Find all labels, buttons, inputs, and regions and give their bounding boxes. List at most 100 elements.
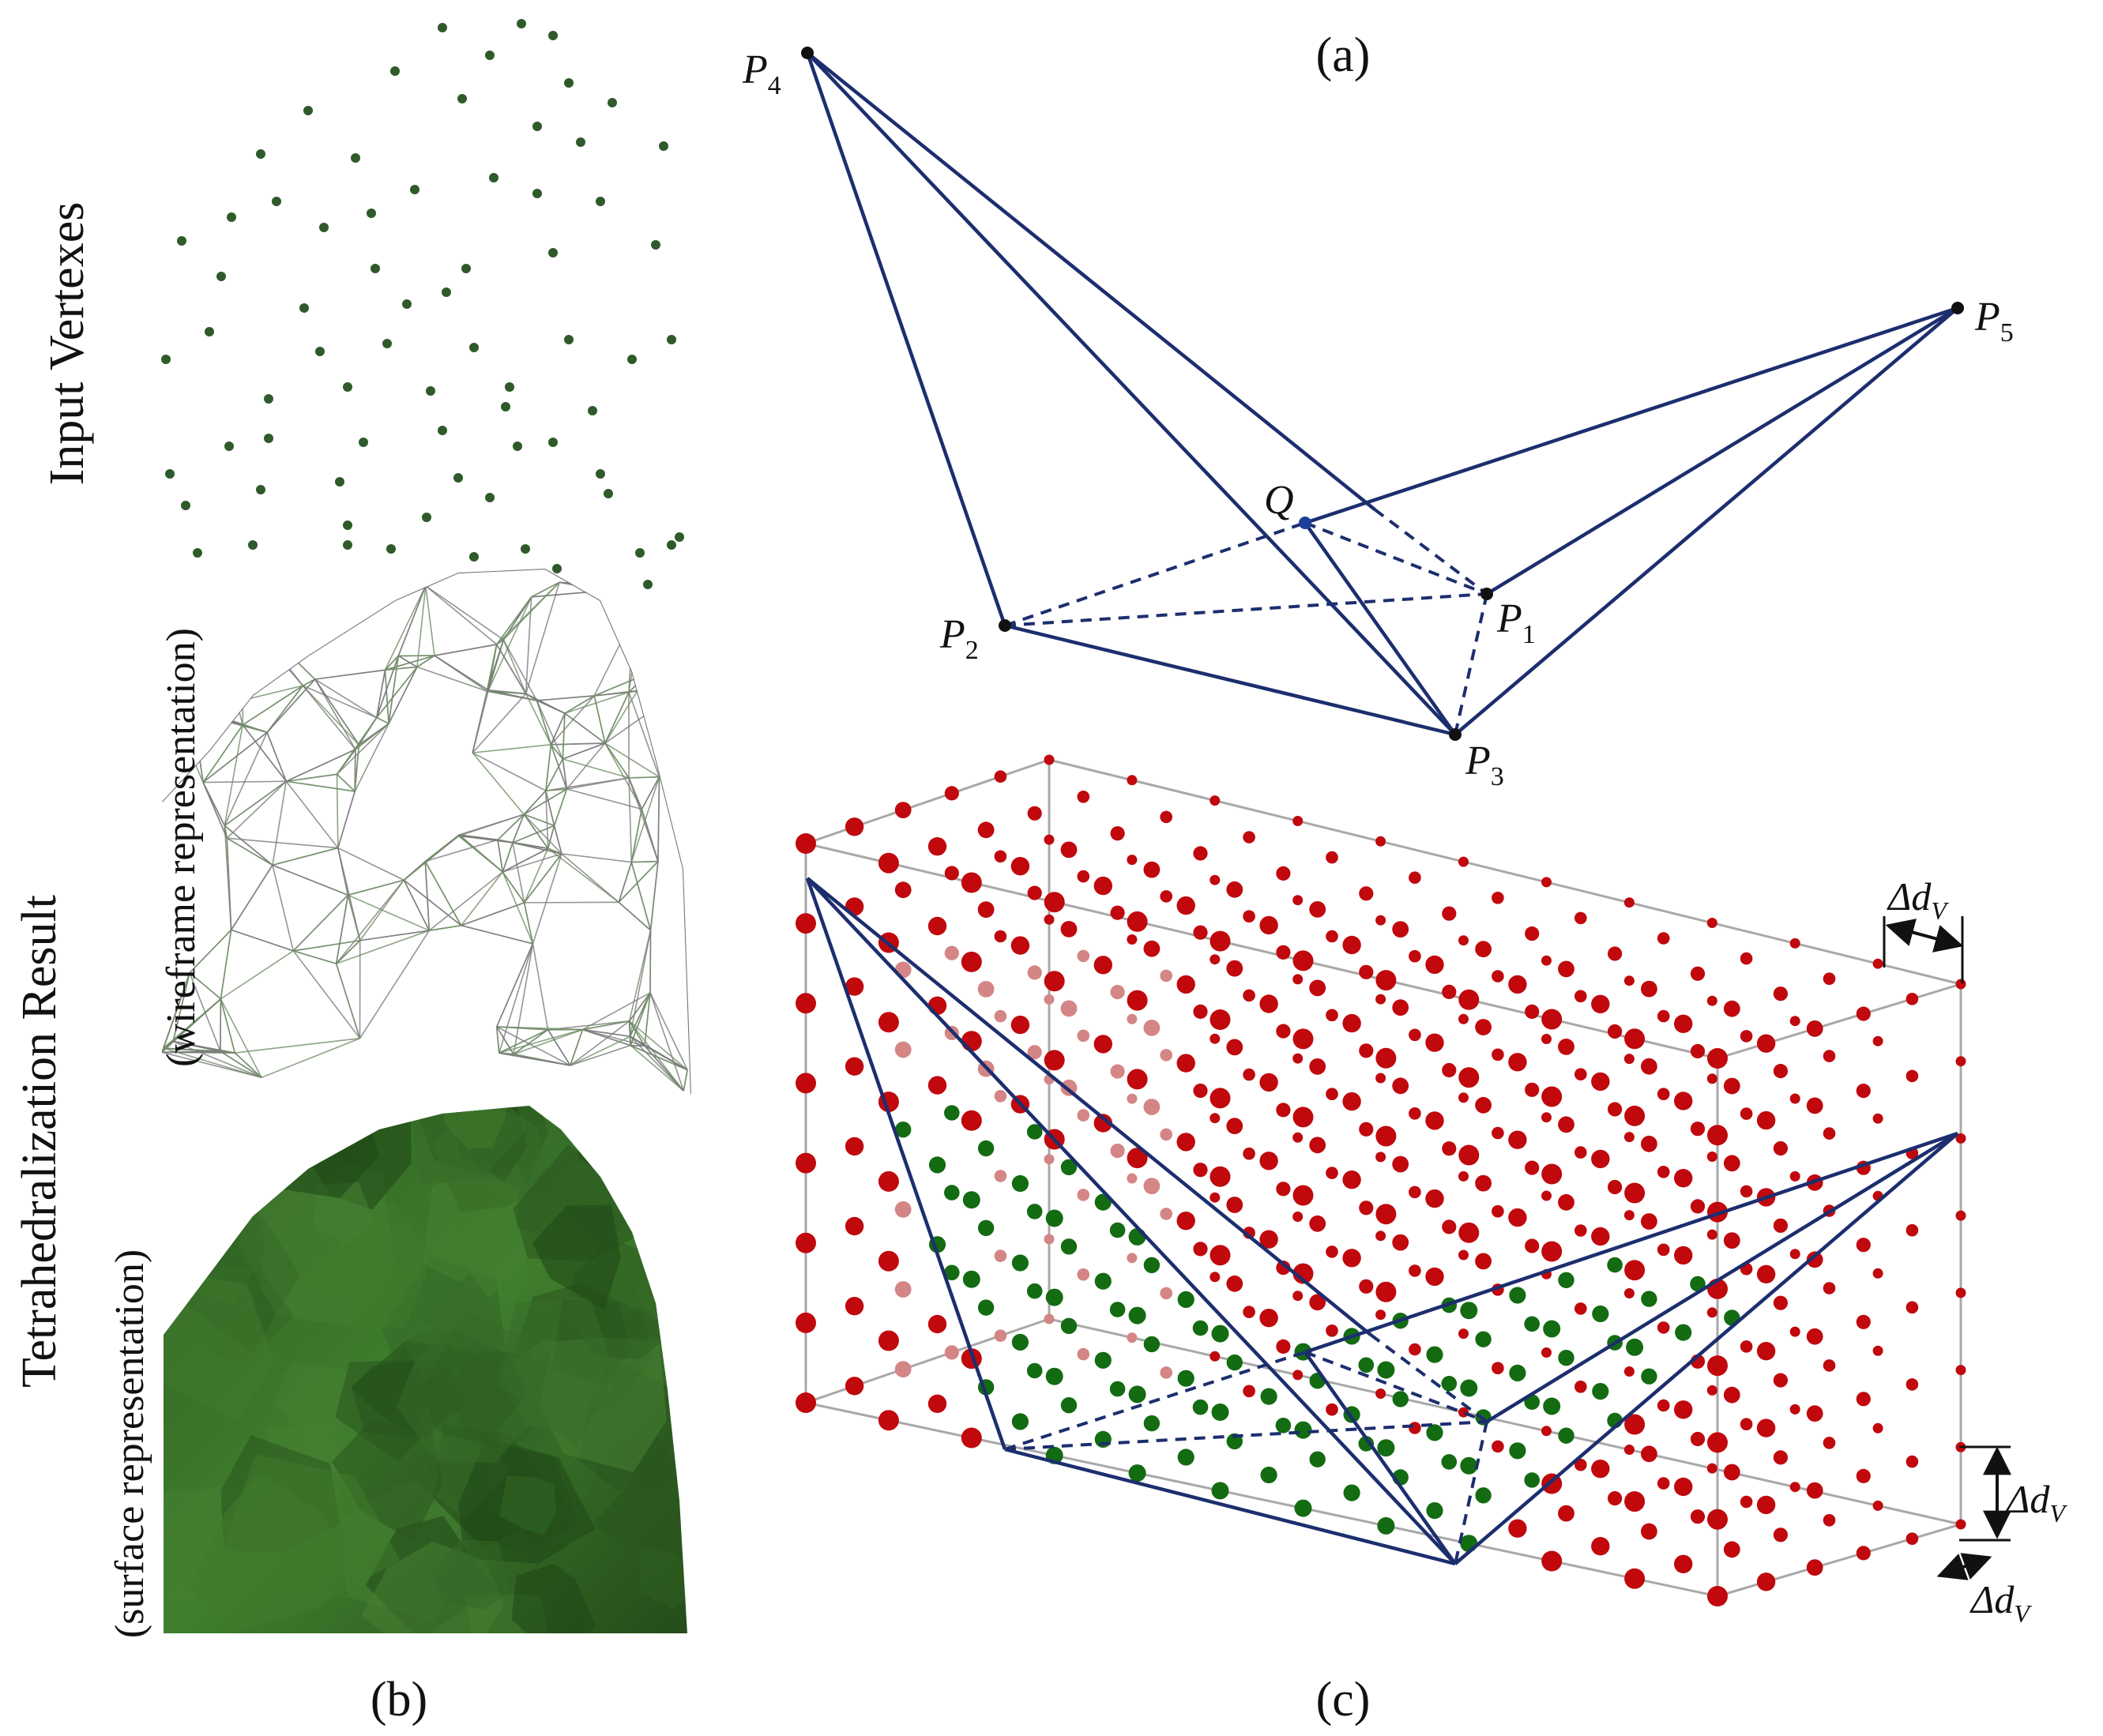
mesh-edge: [376, 716, 389, 724]
mesh-edge: [629, 776, 660, 779]
grid-point: [1128, 1464, 1146, 1482]
mesh-edge: [553, 788, 568, 826]
grid-point: [1509, 1287, 1526, 1304]
hidden-edge: [1304, 1351, 1488, 1423]
grid-point: [894, 881, 912, 899]
mesh-edge: [172, 1040, 262, 1078]
grid-point: [1872, 1113, 1883, 1124]
vertex-dot: [453, 473, 463, 483]
grid-point: [796, 1073, 816, 1094]
grid-point: [1392, 999, 1409, 1016]
mesh-edge: [502, 847, 549, 873]
grid-point: [1740, 1030, 1753, 1043]
grid-point: [1789, 1170, 1800, 1182]
grid-point: [1160, 890, 1172, 903]
mesh-edge: [582, 1028, 630, 1038]
grid-point: [1044, 914, 1055, 925]
grid-point: [1756, 1495, 1776, 1515]
grid-point: [977, 821, 995, 839]
mesh-edge: [201, 569, 304, 686]
mesh-edge: [559, 581, 635, 589]
grid-point: [1309, 1215, 1326, 1232]
mesh-edge: [536, 695, 595, 701]
mesh-edge: [314, 678, 378, 719]
grid-point: [796, 993, 816, 1014]
grid-point: [1375, 1152, 1386, 1163]
mesh-edge: [649, 992, 685, 1092]
grid-point: [1375, 970, 1397, 991]
grid-point: [878, 1012, 899, 1033]
grid-point: [1541, 1009, 1563, 1030]
grid-point: [1509, 1364, 1526, 1381]
mesh-edge: [582, 992, 651, 1031]
mesh-edge: [630, 1045, 684, 1092]
grid-point: [1773, 1295, 1788, 1310]
grid-point: [927, 1314, 947, 1334]
grid-point: [1375, 1231, 1386, 1242]
mesh-edge: [570, 1029, 584, 1066]
grid-point: [1641, 1135, 1657, 1152]
mesh-edge: [189, 972, 221, 1000]
grid-point: [1243, 910, 1255, 922]
grid-point: [1027, 965, 1042, 980]
mesh-edge: [630, 776, 660, 862]
grid-point: [1773, 1064, 1788, 1079]
mesh-edge: [495, 1026, 500, 1054]
grid-point: [1193, 1163, 1208, 1178]
grid-point: [1109, 1222, 1126, 1238]
mesh-edge: [502, 871, 525, 904]
grid-point: [1060, 1317, 1078, 1335]
grid-point: [1674, 1092, 1693, 1110]
grid-point: [1392, 1391, 1409, 1407]
grid-point: [977, 981, 995, 998]
grid-point: [1109, 1381, 1126, 1397]
grid-point: [1592, 1383, 1609, 1400]
grid-point: [1292, 1263, 1314, 1284]
box-edge: [805, 842, 1718, 1060]
grid-point: [894, 802, 912, 818]
grid-point: [1789, 1403, 1800, 1415]
grid-point: [1425, 1033, 1444, 1052]
grid-point: [1623, 1132, 1635, 1143]
grid-point: [1690, 1122, 1706, 1137]
vertex-dot: [410, 185, 419, 194]
surface-facet: [604, 1106, 664, 1163]
mesh-edge: [629, 992, 651, 1022]
grid-point: [1309, 901, 1326, 918]
grid-point: [1723, 1541, 1740, 1558]
mesh-edge: [461, 925, 533, 945]
grid-point: [1723, 1232, 1740, 1249]
grid-point: [1624, 1028, 1646, 1050]
surface-facet: [422, 1329, 529, 1446]
grid-point: [1093, 1035, 1113, 1054]
grid-point: [1690, 966, 1706, 981]
grid-points: [796, 754, 1966, 1606]
grid-point: [1309, 1294, 1326, 1311]
grid-point: [1955, 1210, 1966, 1221]
tetrahedra-in-grid: [805, 877, 1959, 1566]
grid-point: [1492, 1126, 1504, 1140]
grid-point: [977, 1299, 995, 1316]
vertex-dot: [382, 339, 392, 348]
mesh-edge: [618, 862, 633, 903]
grid-point: [1524, 1316, 1540, 1332]
grid-point: [1342, 1170, 1361, 1189]
grid-point: [1525, 1160, 1540, 1175]
surface-facet: [331, 1418, 443, 1541]
grid-point: [1773, 1373, 1788, 1388]
vertex-dot: [548, 438, 558, 447]
grid-point: [1872, 1035, 1883, 1046]
grid-point: [1292, 1028, 1314, 1050]
vertex-dot: [390, 66, 400, 76]
grid-point: [1011, 1254, 1029, 1272]
grid-point: [1392, 1077, 1409, 1095]
grid-point: [1789, 938, 1800, 949]
grid-point: [1210, 1272, 1221, 1283]
hidden-edge: [1454, 593, 1488, 735]
mesh-edge: [172, 1040, 221, 1052]
mesh-edge: [525, 582, 560, 694]
mesh-edge: [512, 825, 555, 844]
grid-point: [1460, 1302, 1478, 1320]
vertex-dot: [485, 51, 495, 60]
mesh-edge: [564, 695, 595, 714]
